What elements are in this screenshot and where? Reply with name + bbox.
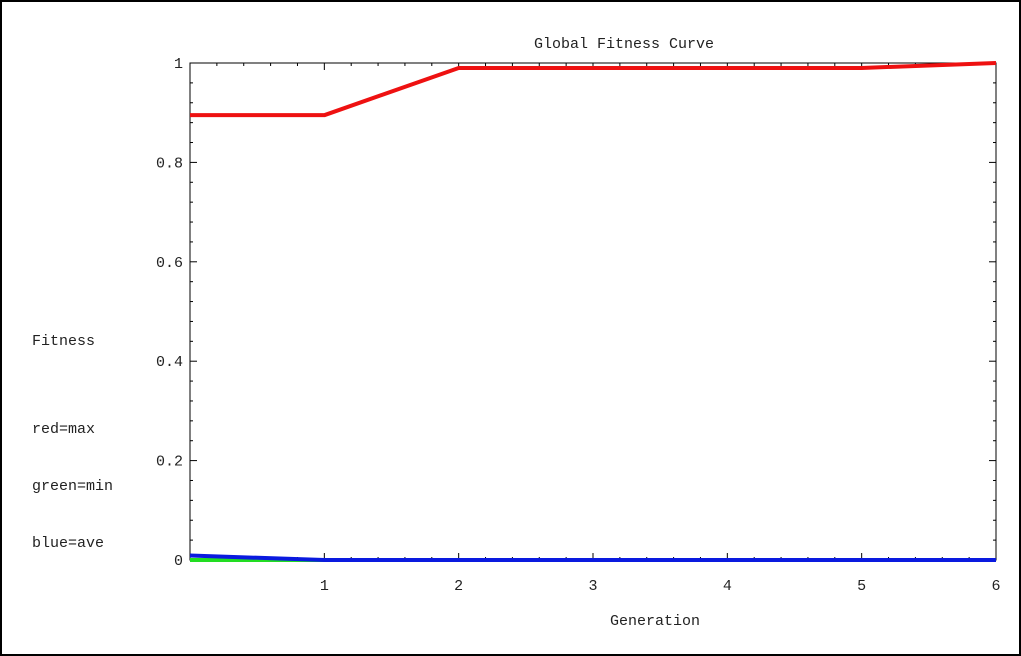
x-tick-label: 6 — [991, 578, 1000, 595]
legend-min: green=min — [32, 478, 114, 495]
y-tick-label: 0.2 — [156, 454, 183, 471]
series-lines — [189, 61, 997, 562]
legend-max: red=max — [32, 421, 96, 438]
legend-note: red=max green=min blue=ave — [32, 382, 113, 572]
legend-ave: blue=ave — [32, 535, 105, 552]
series-max-line — [190, 61, 997, 118]
x-tick-label: 2 — [454, 578, 463, 595]
plot-area — [189, 62, 997, 561]
axis-ticks: 1 2 3 4 5 6 0 0.2 0.4 0.6 0.8 1 — [156, 56, 1001, 595]
y-tick-label: 0.8 — [156, 155, 183, 172]
plot-border — [189, 62, 997, 561]
y-axis-label: Fitness — [32, 333, 96, 350]
y-tick-label: 0.4 — [156, 354, 183, 371]
y-tick-label: 0 — [174, 553, 183, 570]
y-tick-label: 1 — [174, 56, 183, 73]
x-tick-label: 5 — [857, 578, 866, 595]
x-tick-label: 4 — [723, 578, 732, 595]
x-tick-label: 3 — [588, 578, 597, 595]
series-ave-line — [189, 553, 996, 562]
x-axis-label: Generation — [610, 613, 700, 630]
x-tick-label: 1 — [320, 578, 329, 595]
y-tick-label: 0.6 — [156, 255, 183, 272]
chart-title: Global Fitness Curve — [534, 36, 714, 53]
